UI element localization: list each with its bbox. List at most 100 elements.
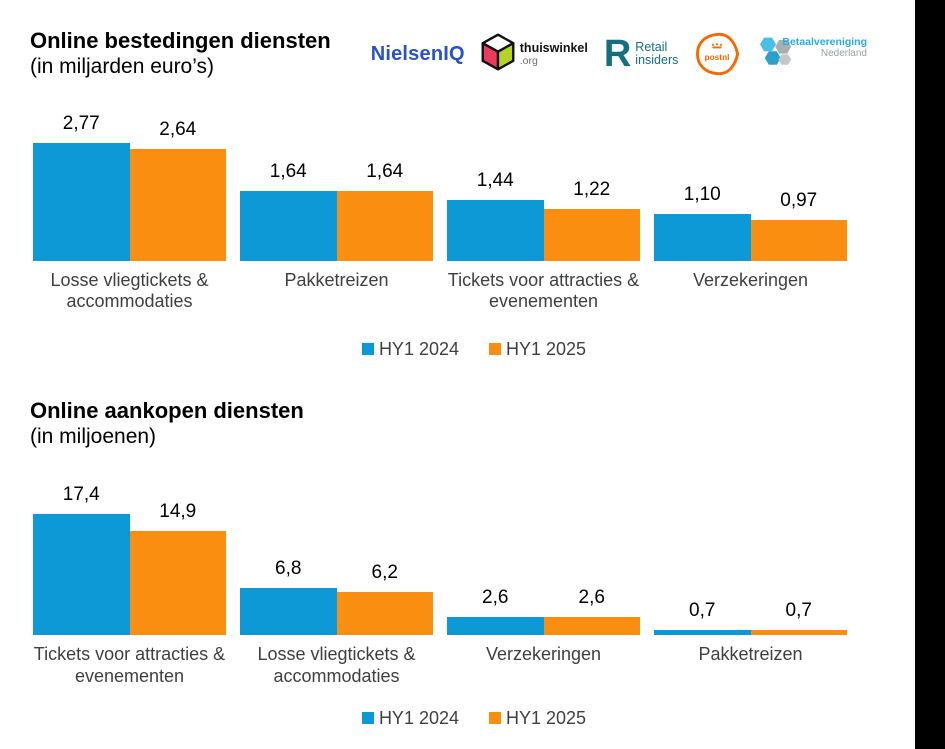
bar-group: 0,7 0,7 [654,600,847,636]
logo-strip: NielsenIQ thuiswinkel .org R [371,30,867,78]
legend-label: HY1 2025 [506,707,587,728]
legend-label: HY1 2025 [506,338,587,359]
postnl-wordmark: postnl [705,52,730,62]
category-label: Pakketreizen [698,644,803,665]
bar-value-label: 0,7 [785,600,812,622]
bar-hy1-2025 [336,592,433,636]
bar-hy1-2024 [654,630,751,636]
bar-value-label: 2,6 [482,587,509,609]
chart2-title-block: Online aankopen diensten (in miljoenen) [0,398,945,451]
bar-column: 6,8 [240,558,337,636]
bar-group: 1,64 1,64 [240,161,433,261]
chart2-legend: HY1 2024 HY1 2025 [33,708,915,729]
bar-hy1-2025 [336,190,433,261]
betaalvereniging-wordmark: Betaalvereniging Nederland [782,36,867,61]
bar-value-label: 2,6 [578,587,605,609]
chart1-subtitle: (in miljarden euro’s) [30,55,215,79]
bar-group: 6,8 6,2 [240,558,433,636]
bar-hy1-2024 [654,213,751,261]
bar-column: 1,10 [654,184,751,261]
legend-item: HY1 2025 [489,708,586,729]
bar-column: 1,64 [336,160,433,261]
bar-value-label: 1,64 [269,160,307,182]
bar-value-label: 0,7 [689,600,716,622]
bar-column: 0,97 [750,189,847,261]
retail-insiders-r-icon: R [603,32,632,75]
postnl-shape-icon: postnl [696,32,740,76]
nielseniq-wordmark: NielsenIQ [370,42,465,65]
nielseniq-logo: NielsenIQ [371,43,465,66]
bar-hy1-2025 [543,208,640,261]
chart1-title-block: Online bestedingen diensten (in miljarde… [30,28,331,81]
bar-column: 1,44 [447,170,544,261]
bar-hy1-2025 [129,531,226,636]
bar-value-label: 1,44 [476,169,514,191]
bar-column: 14,9 [129,501,226,636]
bar-value-label: 6,2 [371,562,398,584]
betaalvereniging-line2: Nederland [820,48,867,60]
legend-label: HY1 2024 [378,707,459,728]
bar-hy1-2025 [543,617,640,636]
bar-hy1-2024 [240,588,337,636]
category-label: Tickets voor attracties & evenementen [33,644,226,686]
bar-hy1-2025 [129,148,226,261]
bar-hy1-2024 [447,199,544,261]
bar-value-label: 1,22 [573,178,611,200]
right-black-bar [915,0,945,749]
thuiswinkel-wordmark: thuiswinkel .org [519,40,588,67]
chart-online-aankopen: 17,4 14,9 6,8 6,2 2,6 2,6 0,7 0,7 Tickets voor … [0,482,945,728]
bar-value-label: 0,97 [780,189,818,211]
bar-group: 1,10 0,97 [654,184,847,261]
bar-value-label: 2,64 [159,118,197,140]
bar-value-label: 6,8 [275,558,302,580]
bar-value-label: 14,9 [159,501,197,523]
thuiswinkel-logo: thuiswinkel .org [481,33,588,76]
chart1-bars: 2,77 2,64 1,64 1,64 1,44 1,22 1,10 0,97 [33,111,915,261]
bar-column: 2,6 [447,587,544,636]
betaalvereniging-line1: Betaalvereniging [782,35,867,48]
bar-hy1-2024 [447,617,544,636]
betaalvereniging-logo: Betaalvereniging Nederland [756,34,867,75]
legend-swatch [489,343,501,356]
retail-insiders-logo: R Retail insiders [603,32,679,75]
legend-swatch [489,712,501,725]
chart2-bars: 17,4 14,9 6,8 6,2 2,6 2,6 0,7 0,7 [33,482,915,636]
bar-group: 1,44 1,22 [447,170,640,261]
thuiswinkel-line1: thuiswinkel [519,40,588,55]
chart1-title: Online bestedingen diensten [30,28,331,53]
betaalvereniging-hexagons-icon [756,34,796,75]
chart1-category-labels: Losse vliegtickets & accommodaties Pakket… [33,270,915,313]
chart-online-bestedingen: 2,77 2,64 1,64 1,64 1,44 1,22 1,10 0,97 Losse v… [0,111,945,360]
category-label: Verzekeringen [485,644,602,665]
bar-hy1-2025 [750,630,847,636]
legend-item: HY1 2025 [489,339,586,360]
chart1-legend: HY1 2024 HY1 2025 [33,339,915,360]
retail-insiders-line1: Retail [635,39,668,54]
legend-label: HY1 2024 [378,338,459,359]
chart2-category-labels: Tickets voor attracties & evenementen Los… [33,644,915,687]
chart2-subtitle: (in miljoenen) [30,425,157,449]
bar-group: 2,77 2,64 [33,113,226,261]
bar-hy1-2024 [33,514,130,636]
chart2-title: Online aankopen diensten [30,397,304,423]
legend-item: HY1 2024 [361,338,459,360]
bar-hy1-2024 [240,190,337,261]
retail-insiders-line2: insiders [635,53,679,68]
bar-value-label: 17,4 [62,484,100,506]
page-header: Online bestedingen diensten (in miljarde… [0,0,945,81]
postnl-crown-icon [712,43,723,49]
bar-column: 6,2 [336,562,433,636]
thuiswinkel-line2: .org [519,55,538,67]
bar-column: 1,22 [543,178,640,261]
bar-column: 0,7 [654,600,751,636]
bar-value-label: 1,64 [366,160,404,182]
bar-hy1-2024 [33,142,130,261]
thuiswinkel-cube-icon [481,33,515,76]
category-label: Losse vliegtickets & accommodaties [50,269,209,312]
retail-insiders-wordmark: Retail insiders [635,39,679,70]
bar-group: 2,6 2,6 [447,587,640,636]
bar-column: 2,6 [543,587,640,636]
bar-value-label: 1,10 [683,183,721,205]
category-label: Verzekeringen [692,269,809,290]
bar-column: 1,64 [240,161,337,261]
